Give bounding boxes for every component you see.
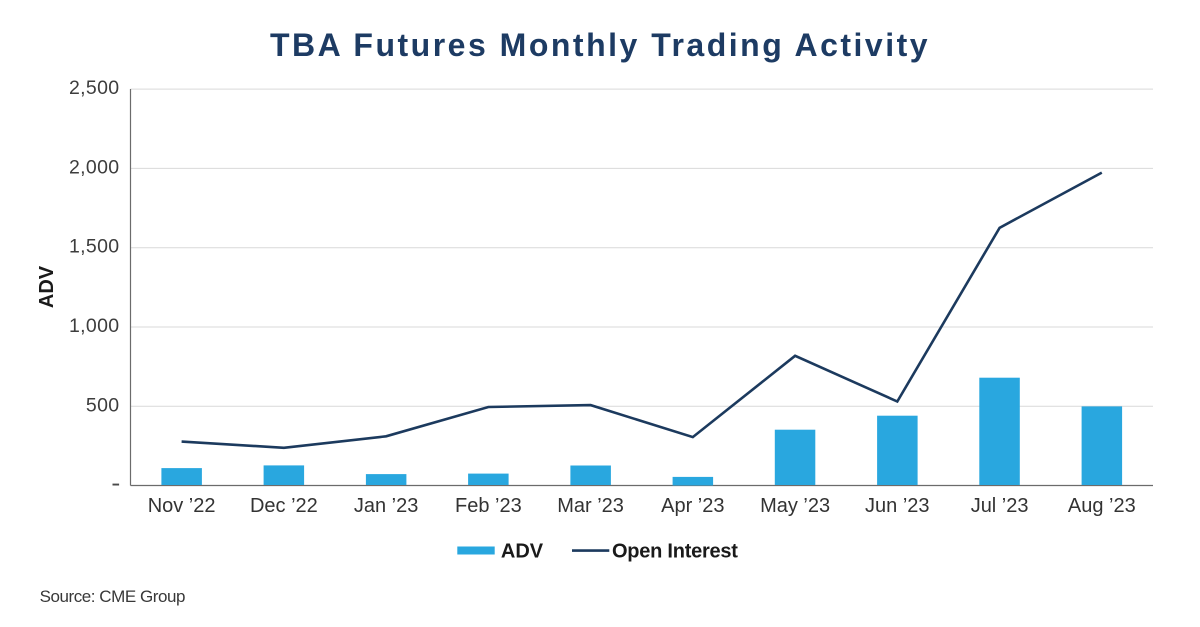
svg-text:Apr ’23: Apr ’23	[661, 495, 724, 517]
svg-text:1,500: 1,500	[69, 236, 120, 258]
svg-text:Jun ’23: Jun ’23	[865, 495, 930, 517]
svg-text:Mar ’23: Mar ’23	[557, 495, 624, 517]
svg-text:May ’23: May ’23	[760, 495, 830, 517]
svg-text:Aug ’23: Aug ’23	[1068, 495, 1136, 517]
svg-text:2,500: 2,500	[69, 77, 120, 99]
svg-text:2,000: 2,000	[69, 156, 120, 178]
svg-text:Jul ’23: Jul ’23	[971, 495, 1029, 517]
svg-text:TBA Futures Monthly Trading Ac: TBA Futures Monthly Trading Activity	[270, 27, 930, 63]
svg-text:500: 500	[86, 394, 120, 416]
svg-text:Source: CME Group: Source: CME Group	[40, 587, 185, 606]
svg-text:Open Interest: Open Interest	[612, 540, 738, 562]
svg-text:ADV: ADV	[36, 265, 58, 308]
svg-text:1,000: 1,000	[69, 315, 120, 337]
svg-text:Nov ’22: Nov ’22	[148, 495, 216, 517]
svg-text:ADV: ADV	[501, 540, 544, 562]
svg-text:Jan ’23: Jan ’23	[354, 495, 419, 517]
svg-text:Dec ’22: Dec ’22	[250, 495, 318, 517]
svg-text:Feb ’23: Feb ’23	[455, 495, 522, 517]
